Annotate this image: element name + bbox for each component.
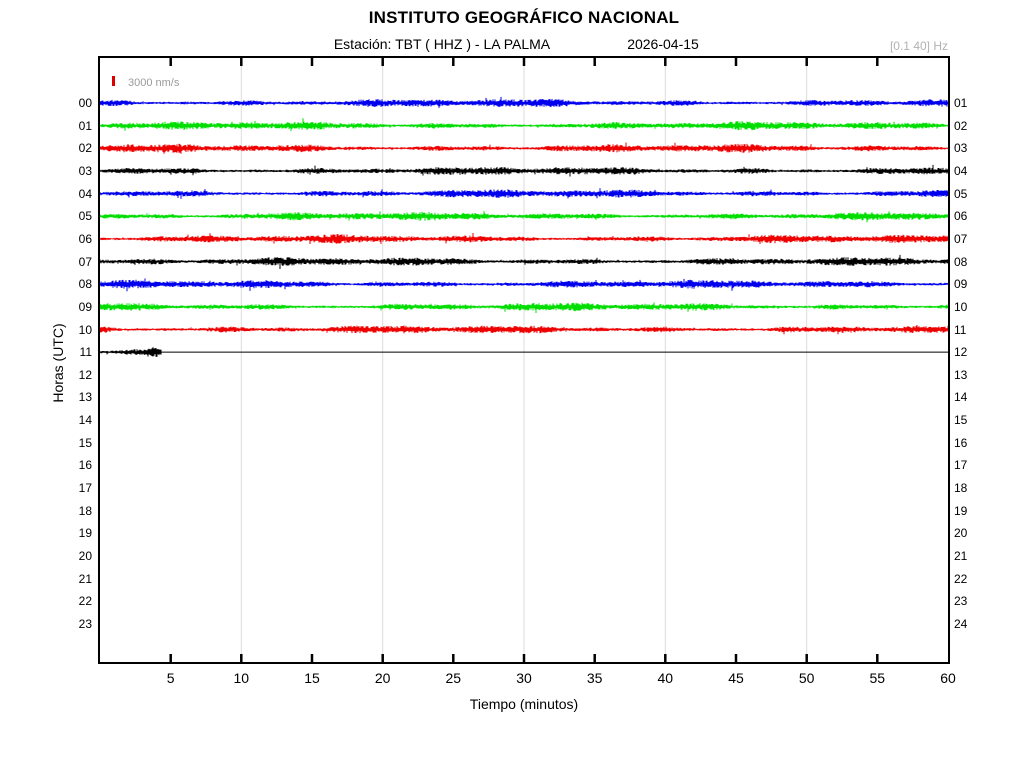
hour-label-left-02: 02 (78, 141, 92, 156)
hour-label-left-12: 12 (78, 367, 92, 382)
hour-label-left-00: 00 (78, 96, 92, 110)
x-tick-label-60: 60 (940, 670, 956, 686)
hour-label-left-16: 16 (78, 458, 92, 473)
hour-label-right-23: 23 (954, 594, 968, 609)
hour-label-right-04: 04 (954, 163, 968, 178)
x-tick-label-35: 35 (586, 670, 603, 686)
hour-label-left-08: 08 (78, 277, 92, 292)
hour-label-right-08: 08 (954, 254, 968, 269)
x-tick-label-40: 40 (657, 670, 674, 686)
trace-hour-03 (100, 164, 948, 177)
hour-label-left-21: 21 (78, 571, 92, 586)
trace-hour-11 (100, 347, 162, 357)
x-tick-label-20: 20 (374, 670, 391, 686)
hour-label-left-14: 14 (78, 413, 92, 428)
trace-hour-10 (100, 325, 948, 335)
hour-label-right-01: 01 (954, 96, 968, 110)
hour-label-right-10: 10 (954, 299, 968, 314)
hour-label-left-11: 11 (79, 345, 92, 360)
hour-label-left-09: 09 (78, 299, 92, 314)
hour-label-left-04: 04 (78, 186, 92, 201)
trace-hour-01 (100, 118, 948, 132)
hour-label-right-02: 02 (954, 118, 968, 133)
hour-label-right-22: 22 (954, 571, 968, 586)
trace-hour-09 (100, 302, 948, 313)
trace-hour-00 (100, 96, 948, 108)
hour-label-left-19: 19 (78, 526, 92, 541)
filter-band-label: [0.1 40] Hz (889, 39, 948, 53)
hour-label-left-23: 23 (78, 616, 92, 631)
hour-label-right-07: 07 (954, 231, 968, 246)
trace-hour-02 (100, 142, 948, 154)
x-tick-label-5: 5 (166, 670, 175, 686)
hour-label-right-16: 16 (954, 435, 968, 450)
hour-label-right-03: 03 (954, 141, 968, 156)
hour-label-left-15: 15 (78, 435, 92, 450)
hour-label-right-09: 09 (954, 277, 968, 292)
y-axis-title: Horas (UTC) (50, 323, 66, 403)
trace-hour-08 (100, 278, 948, 292)
hour-label-right-05: 05 (954, 186, 968, 201)
hour-label-right-20: 20 (954, 526, 968, 541)
x-tick-label-25: 25 (445, 670, 462, 686)
hour-label-left-05: 05 (78, 209, 92, 224)
amplitude-scale-label: 3000 nm/s (128, 77, 180, 89)
hour-label-left-01: 01 (78, 118, 92, 133)
date-label: 2026-04-15 (627, 36, 699, 52)
amplitude-scale-marker (112, 76, 115, 86)
hour-label-right-19: 19 (954, 503, 968, 518)
trace-hour-04 (100, 188, 948, 199)
x-axis-title: Tiempo (minutos) (469, 696, 579, 712)
hour-label-right-12: 12 (954, 345, 968, 360)
hour-label-right-13: 13 (954, 367, 968, 382)
hour-label-left-22: 22 (78, 594, 92, 609)
x-tick-label-45: 45 (728, 670, 744, 686)
hour-label-left-07: 07 (78, 254, 92, 269)
x-tick-label-50: 50 (798, 670, 815, 686)
helicorder-plot-area (98, 56, 950, 664)
hour-label-right-21: 21 (954, 549, 968, 563)
page-title: INSTITUTO GEOGRÁFICO NACIONAL (368, 8, 680, 27)
trace-hour-06 (100, 233, 948, 244)
x-tick-label-30: 30 (516, 670, 532, 686)
hour-label-left-20: 20 (78, 549, 92, 563)
helicorder-traces-canvas (100, 58, 948, 662)
hour-label-right-24: 24 (954, 616, 968, 631)
x-tick-label-10: 10 (233, 670, 250, 686)
x-tick-label-15: 15 (304, 670, 320, 686)
hour-label-left-06: 06 (78, 231, 92, 246)
x-tick-label-55: 55 (869, 670, 886, 686)
hour-label-left-03: 03 (78, 163, 92, 178)
trace-hour-05 (100, 211, 948, 223)
trace-hour-07 (100, 254, 948, 269)
hour-label-left-17: 17 (78, 481, 92, 495)
hour-label-right-14: 14 (954, 390, 968, 405)
hour-label-left-18: 18 (78, 503, 92, 518)
hour-label-right-06: 06 (954, 209, 968, 224)
hour-label-right-18: 18 (954, 481, 968, 495)
hour-label-right-11: 11 (954, 322, 967, 337)
hour-label-right-15: 15 (954, 413, 968, 428)
hour-label-left-10: 10 (78, 322, 92, 337)
hour-label-right-17: 17 (954, 458, 968, 473)
station-label: Estación: TBT ( HHZ ) - LA PALMA (333, 36, 551, 52)
hour-label-left-13: 13 (78, 390, 92, 405)
